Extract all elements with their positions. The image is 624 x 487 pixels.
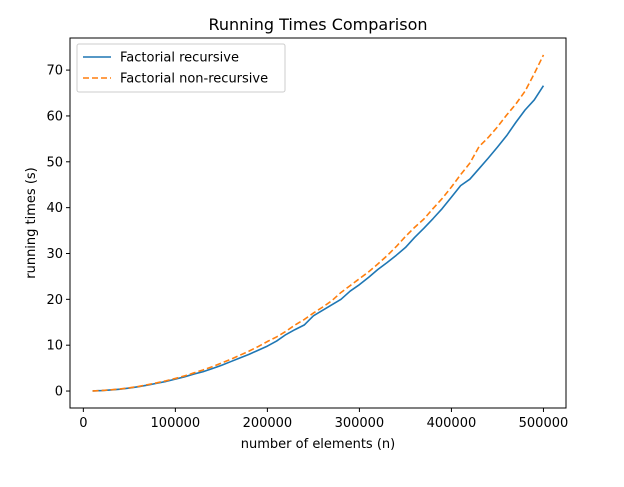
y-tick-label: 30 bbox=[46, 247, 63, 262]
y-axis-label: running times (s) bbox=[24, 167, 39, 279]
legend-label-1: Factorial recursive bbox=[120, 51, 239, 66]
x-axis-label: number of elements (n) bbox=[241, 437, 395, 452]
x-tick-label: 300000 bbox=[335, 416, 385, 431]
y-tick-label: 0 bbox=[55, 385, 63, 400]
x-tick-label: 200000 bbox=[243, 416, 293, 431]
x-tick-label: 100000 bbox=[151, 416, 201, 431]
plot-frame bbox=[69, 37, 567, 409]
x-tick-label: 400000 bbox=[427, 416, 477, 431]
y-tick-label: 40 bbox=[46, 201, 63, 216]
y-tick-label: 50 bbox=[46, 155, 63, 170]
y-tick-label: 10 bbox=[46, 339, 63, 354]
y-tick-label: 20 bbox=[46, 293, 63, 308]
chart-title: Running Times Comparison bbox=[208, 15, 427, 34]
y-tick-label: 60 bbox=[46, 109, 63, 124]
x-axis: 0 100000 200000 300000 400000 500000 bbox=[79, 408, 568, 431]
legend-label-2: Factorial non-recursive bbox=[120, 72, 268, 87]
plot-lines bbox=[92, 54, 545, 392]
legend: Factorial recursive Factorial non-recursi… bbox=[76, 43, 286, 93]
legend-box bbox=[76, 43, 286, 93]
x-tick-label: 500000 bbox=[519, 416, 569, 431]
y-axis: 0 10 20 30 40 50 60 70 bbox=[46, 64, 70, 400]
y-tick-label: 70 bbox=[46, 64, 63, 79]
series-line-2 bbox=[92, 54, 545, 392]
series-line-1 bbox=[92, 85, 545, 392]
x-tick-label: 0 bbox=[79, 416, 87, 431]
